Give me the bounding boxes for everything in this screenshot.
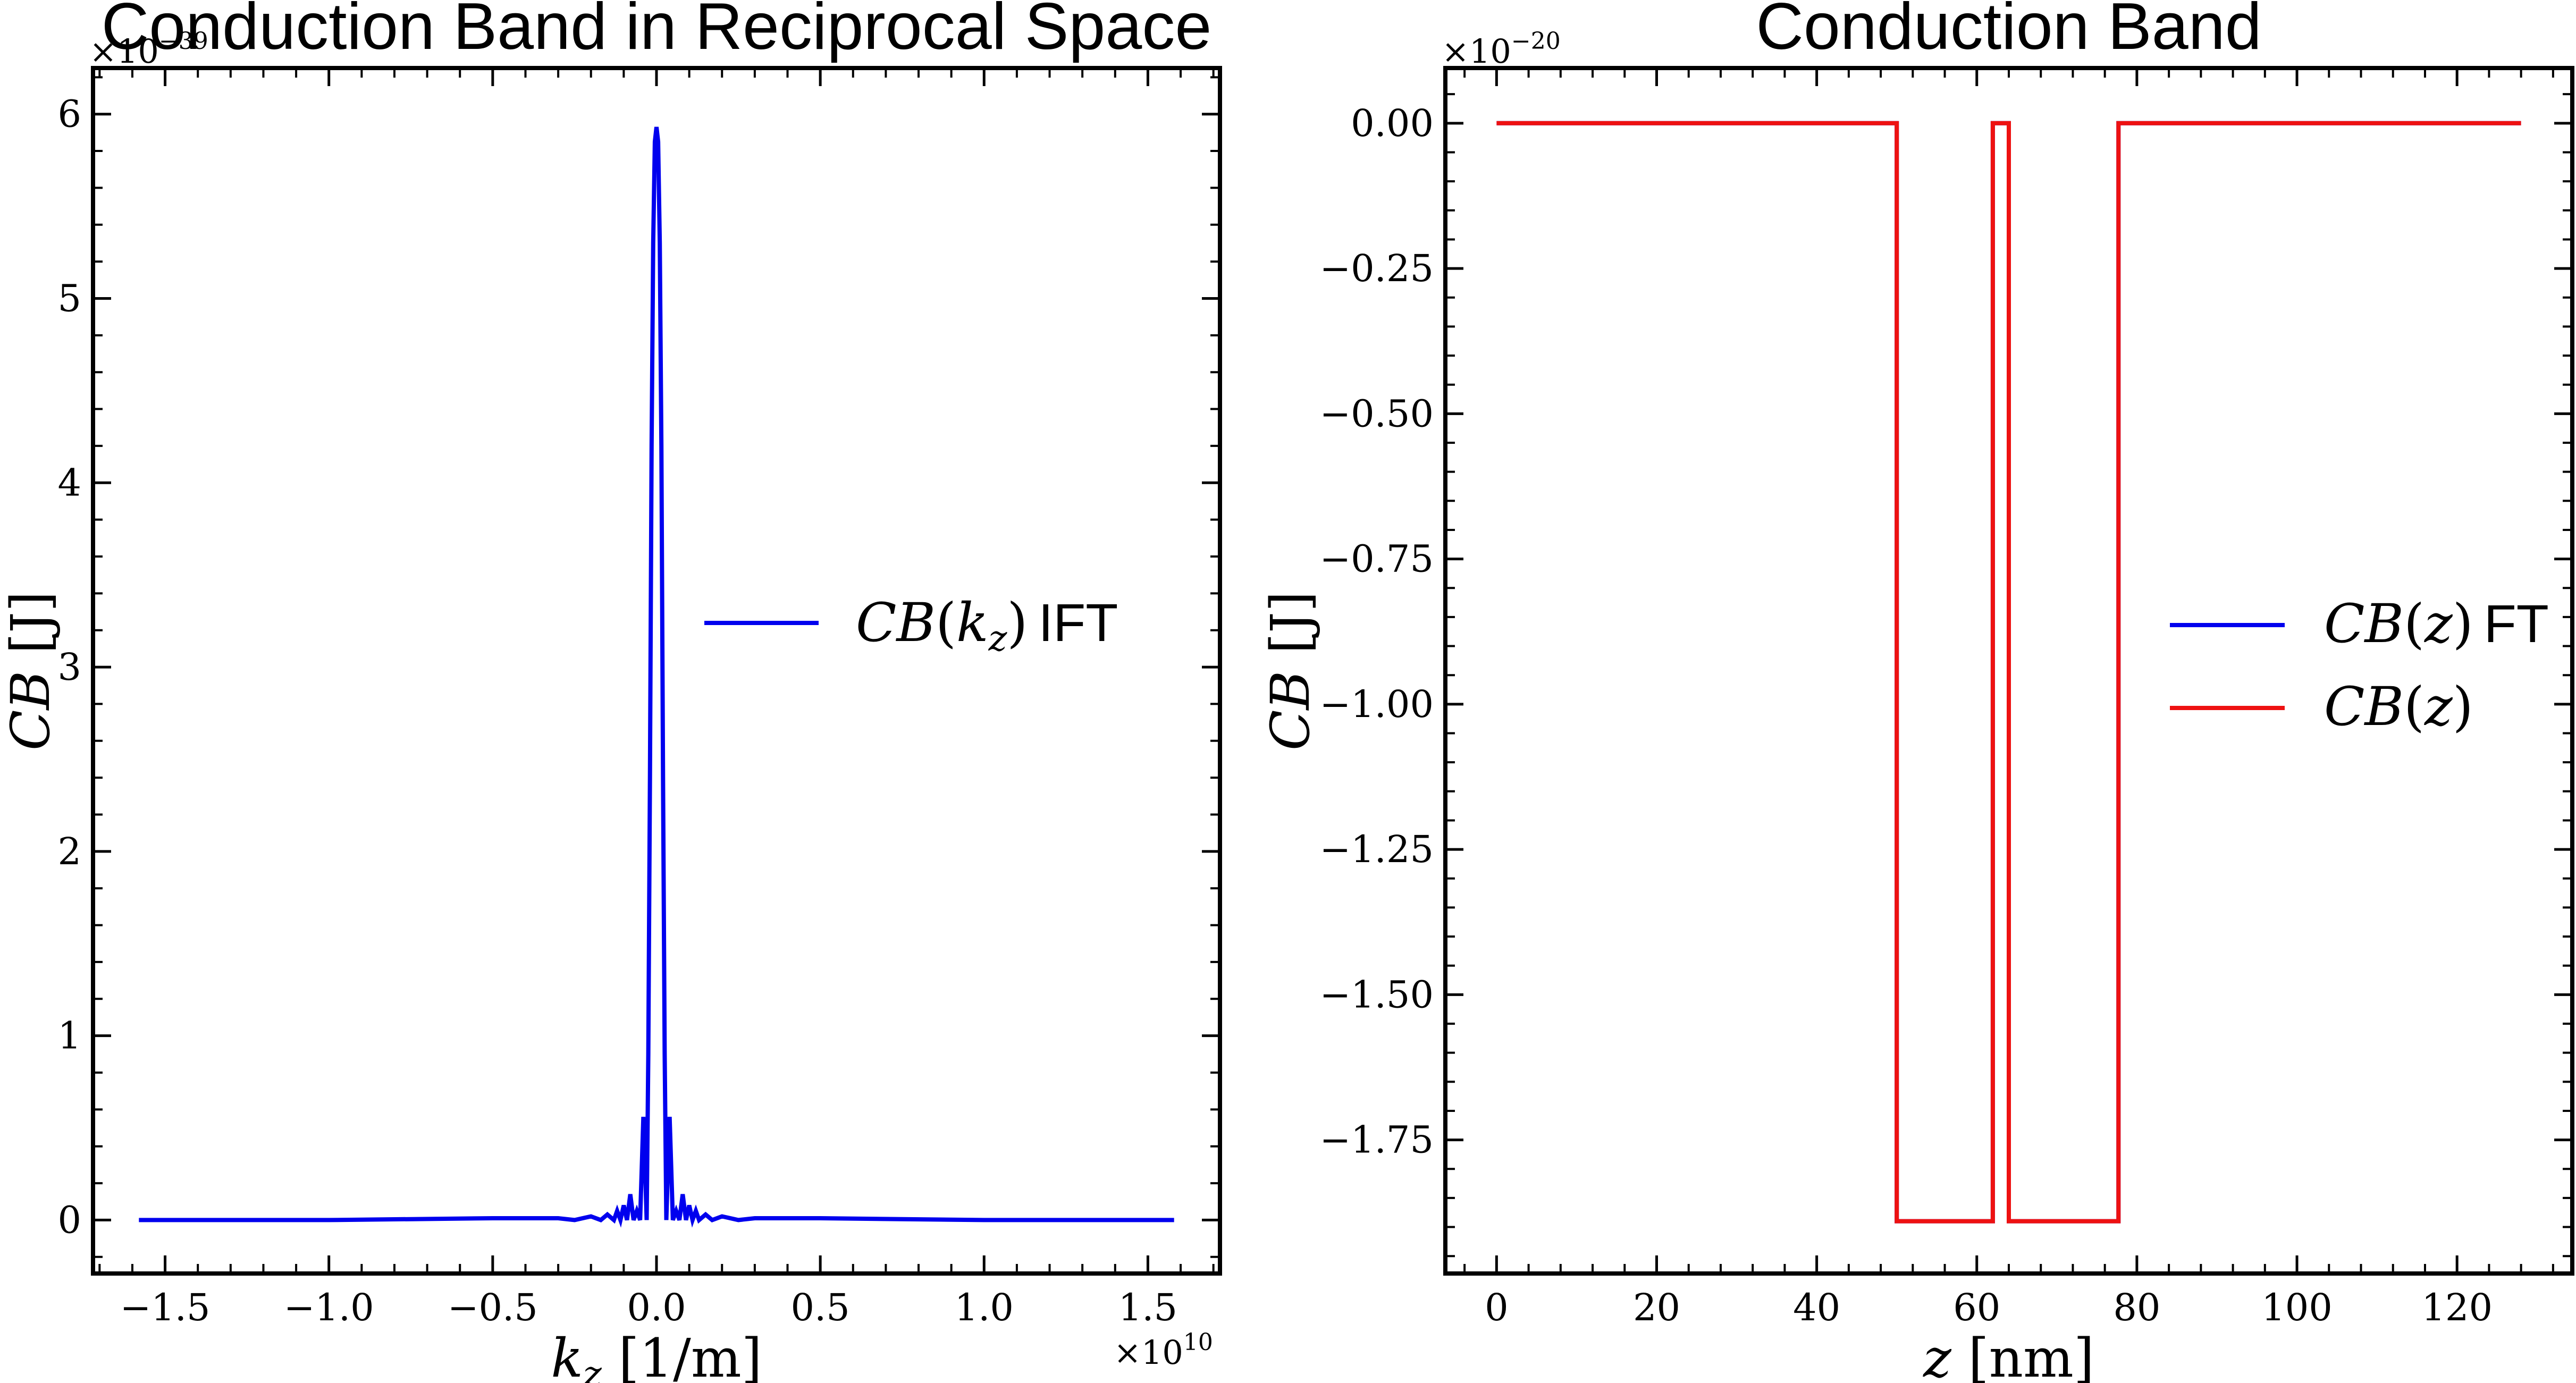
- x-tick-label: 80: [2113, 1286, 2160, 1329]
- x-tick-label: 120: [2421, 1286, 2493, 1329]
- left-chart-panel: Conduction Band in Reciprocal Space −1.5…: [0, 0, 1222, 1383]
- y-tick-label: 1: [57, 1014, 81, 1058]
- right-axis-ticks: 0 20 40 60 80 100 120 0.00 −0.25 −0.50 −0.75 −1.00 −…: [1319, 68, 2572, 1329]
- y-tick-label: −0.50: [1319, 392, 1434, 435]
- x-tick-label: −1.0: [284, 1286, 374, 1329]
- x-tick-label: 40: [1793, 1286, 1840, 1329]
- right-legend: CB(z) FT CB(z): [2170, 593, 2549, 738]
- y-tick-label: −0.75: [1319, 537, 1434, 581]
- y-tick-label: −1.50: [1319, 973, 1434, 1016]
- y-tick-label: 4: [57, 461, 81, 504]
- left-x-multiplier: ×1010: [1114, 1329, 1213, 1372]
- y-tick-label: −1.25: [1319, 828, 1434, 871]
- y-tick-label: 6: [57, 92, 81, 136]
- x-tick-label: 60: [1953, 1286, 2000, 1329]
- left-y-axis-label: CB [J]: [0, 591, 62, 750]
- x-tick-label: 100: [2261, 1286, 2333, 1329]
- x-tick-label: 0.0: [627, 1286, 686, 1329]
- y-tick-label: −1.75: [1319, 1118, 1434, 1162]
- left-x-axis-label: kz [1/m]: [551, 1327, 762, 1383]
- legend-label-cb-z: CB(z): [2324, 676, 2473, 738]
- x-tick-label: 20: [1633, 1286, 1680, 1329]
- x-tick-label: 0.5: [790, 1286, 849, 1329]
- y-tick-label: 2: [57, 830, 81, 873]
- series-line-0: [139, 127, 1174, 1228]
- left-axis-ticks: −1.5 −1.0 −0.5 0.0 0.5 1.0 1.5 0 1 2 3 4 5 6: [57, 68, 1220, 1329]
- x-tick-label: −0.5: [448, 1286, 538, 1329]
- y-tick-label: −1.00: [1319, 682, 1434, 726]
- left-plot-frame: [91, 66, 1222, 1276]
- left-y-multiplier: ×10−39: [89, 28, 208, 71]
- left-plot-area: [139, 127, 1174, 1228]
- x-tick-label: 1.5: [1118, 1286, 1177, 1329]
- right-chart-panel: Conduction Band 0 20 40 60 80 100 120 0.00 −0.25…: [1259, 0, 2574, 1383]
- right-plot-area: [1496, 121, 2521, 1224]
- right-y-axis-label: CB [J]: [1259, 591, 1321, 750]
- y-tick-label: 0: [57, 1198, 81, 1242]
- right-y-multiplier: ×10−20: [1442, 28, 1561, 71]
- y-tick-label: 5: [57, 276, 81, 320]
- legend-label-cb-kz-ift: CB(kz) IFT: [856, 592, 1118, 659]
- x-tick-label: 0: [1485, 1286, 1509, 1329]
- y-tick-label: 3: [57, 645, 81, 689]
- series-line-1: [1496, 121, 2521, 1224]
- left-chart-title: Conduction Band in Reciprocal Space: [102, 0, 1212, 63]
- x-tick-label: 1.0: [955, 1286, 1014, 1329]
- left-legend: CB(kz) IFT: [704, 592, 1118, 659]
- right-chart-title: Conduction Band: [1756, 0, 2261, 63]
- legend-label-cb-z-ft: CB(z) FT: [2324, 593, 2549, 655]
- right-x-axis-label: z [nm]: [1923, 1327, 2094, 1383]
- y-tick-label: −0.25: [1319, 247, 1434, 290]
- y-tick-label: 0.00: [1351, 102, 1434, 145]
- x-tick-label: −1.5: [120, 1286, 211, 1329]
